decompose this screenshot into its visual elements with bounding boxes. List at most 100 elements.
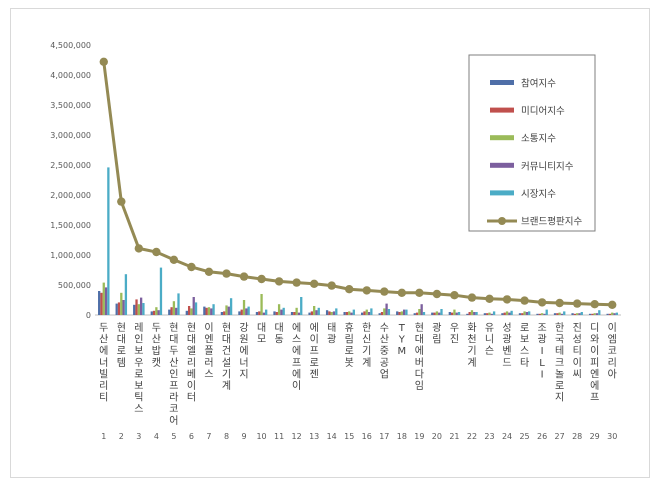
x-rank-label: 14: [327, 432, 337, 441]
bar: [229, 298, 233, 315]
bar: [378, 313, 381, 315]
bar: [297, 312, 301, 315]
bar: [159, 267, 163, 315]
bar: [563, 311, 566, 315]
legend-label: 시장지수: [521, 189, 556, 200]
bar: [227, 306, 230, 315]
trend-point: [467, 293, 477, 302]
x-rank-label: 15: [344, 432, 354, 441]
bar: [475, 312, 478, 315]
bar: [361, 312, 364, 315]
bar: [258, 311, 261, 315]
y-tick-label: 500,000: [58, 281, 91, 290]
bar: [185, 310, 188, 315]
y-tick-label: 0: [86, 311, 91, 320]
bar: [385, 303, 388, 315]
bar: [468, 312, 471, 315]
bar: [157, 310, 160, 315]
x-rank-label: 20: [432, 432, 442, 441]
y-tick-label: 3,500,000: [50, 101, 91, 110]
bar: [598, 310, 601, 315]
bar: [606, 313, 609, 315]
bar: [510, 310, 513, 315]
x-rank-label: 2: [119, 432, 124, 441]
bar: [348, 311, 351, 315]
legend-label: 브랜드평판지수: [521, 217, 582, 228]
bar: [415, 312, 419, 315]
bar: [277, 304, 281, 315]
bar: [152, 310, 156, 315]
bar: [370, 308, 373, 315]
bar: [611, 312, 614, 315]
bar: [238, 311, 241, 315]
chart-svg: 0 500,000 1,000,000 1,500,000 2,000,000 2,500…: [50, 41, 621, 441]
legend-label: 소통지수: [521, 134, 556, 145]
x-rank-label: 30: [607, 432, 617, 441]
bar: [383, 308, 386, 315]
chart-frame: 0 500,000 1,000,000 1,500,000 2,000,000 2,500…: [10, 8, 650, 478]
bar: [595, 313, 599, 315]
bar: [310, 311, 314, 315]
bar: [255, 312, 259, 315]
bar: [490, 313, 493, 315]
trend-point: [169, 255, 179, 264]
bar: [486, 313, 489, 315]
y-tick-label: 1,500,000: [50, 221, 91, 230]
x-rank-label: 28: [572, 432, 582, 441]
y-tick-label: 1,000,000: [50, 251, 91, 260]
bar: [560, 313, 564, 315]
bar: [588, 313, 592, 315]
bar: [240, 309, 243, 315]
bar: [405, 309, 408, 315]
trend-point: [380, 287, 389, 296]
trend-point: [572, 299, 582, 308]
bar: [536, 313, 539, 315]
trend-point: [309, 279, 319, 288]
bar: [247, 306, 250, 315]
bar: [556, 313, 559, 315]
bar: [558, 312, 561, 315]
bar: [133, 304, 136, 315]
bar: [280, 309, 283, 315]
legend-label: 참여지수: [521, 78, 556, 90]
trend-point: [239, 272, 249, 281]
bar: [155, 307, 158, 315]
bar: [282, 307, 285, 315]
x-rank-label: 10: [256, 432, 266, 441]
bar: [352, 309, 355, 315]
bar: [142, 303, 145, 315]
bar: [453, 309, 456, 315]
bar: [220, 312, 224, 315]
bar: [363, 311, 366, 315]
bar: [245, 308, 248, 315]
bar: [300, 297, 303, 315]
bar: [135, 299, 138, 315]
trend-point: [257, 274, 266, 284]
bar: [203, 306, 206, 315]
bar: [528, 311, 531, 315]
legend-swatch: [490, 135, 514, 141]
y-tick-label: 3,000,000: [50, 131, 91, 140]
x-rank-label: 7: [206, 432, 211, 441]
legend-line-marker: [498, 217, 506, 225]
bar: [402, 309, 406, 315]
x-rank-label: 13: [309, 432, 319, 441]
bar: [104, 287, 108, 315]
trend-point: [397, 288, 407, 297]
bar: [275, 312, 278, 315]
bar: [508, 312, 511, 315]
bar: [124, 274, 128, 315]
y-tick-label: 4,000,000: [50, 71, 91, 80]
